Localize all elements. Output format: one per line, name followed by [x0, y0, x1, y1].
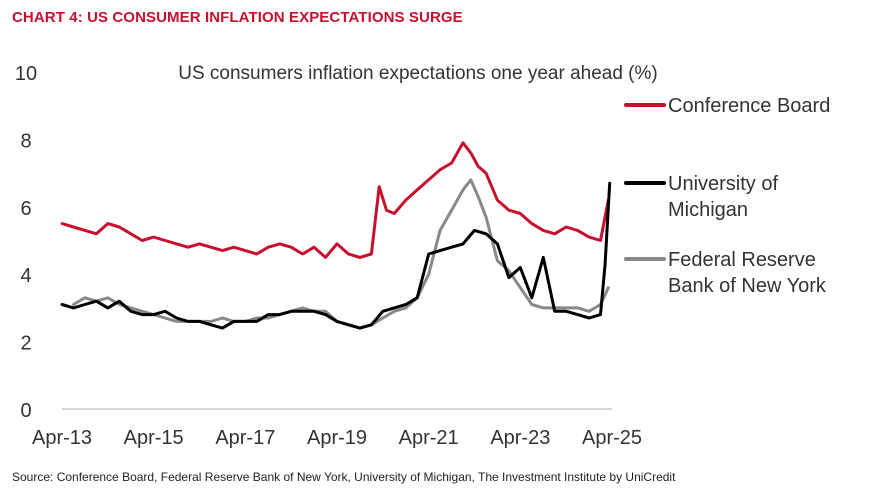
legend-label-university-of-michigan: University of	[668, 173, 778, 195]
x-tick-label: Apr-23	[490, 427, 550, 449]
y-tick-label: 4	[20, 265, 31, 287]
y-tick-label: 10	[15, 63, 37, 85]
y-tick-label: 2	[20, 333, 31, 355]
x-tick-label: Apr-17	[215, 427, 275, 449]
x-tick-label: Apr-15	[124, 427, 184, 449]
x-tick-label: Apr-19	[307, 427, 367, 449]
series-line-university-of-michigan	[60, 181, 612, 330]
legend-label-federal-reserve-bank-of-new-york: Federal Reserve	[668, 249, 816, 271]
y-tick-label: 8	[20, 130, 31, 152]
series-line-federal-reserve-bank-of-new-york	[72, 178, 610, 330]
x-tick-label: Apr-25	[582, 427, 642, 449]
legend-label-federal-reserve-bank-of-new-york: Bank of New York	[668, 275, 827, 297]
legend-label-university-of-michigan: Michigan	[668, 199, 748, 221]
series-line-conference-board	[60, 141, 610, 259]
axis-layer: 0 2 4 6 8 10 Apr-13 Apr-15 Apr-17 Apr-19 Apr-21 Apr…	[15, 63, 642, 449]
source-note: Source: Conference Board, Federal Reserv…	[12, 470, 676, 484]
series-layer	[60, 141, 612, 330]
x-tick-label: Apr-13	[32, 427, 92, 449]
y-tick-label: 0	[20, 400, 31, 422]
x-tick-label: Apr-21	[399, 427, 459, 449]
chart-heading: CHART 4: US CONSUMER INFLATION EXPECTATI…	[12, 9, 463, 26]
y-tick-label: 6	[20, 198, 31, 220]
legend-label-conference-board: Conference Board	[668, 95, 830, 117]
chart-title: US consumers inflation expectations one …	[178, 63, 657, 84]
legend-layer: Conference Board University of Michigan Fed…	[624, 95, 830, 297]
